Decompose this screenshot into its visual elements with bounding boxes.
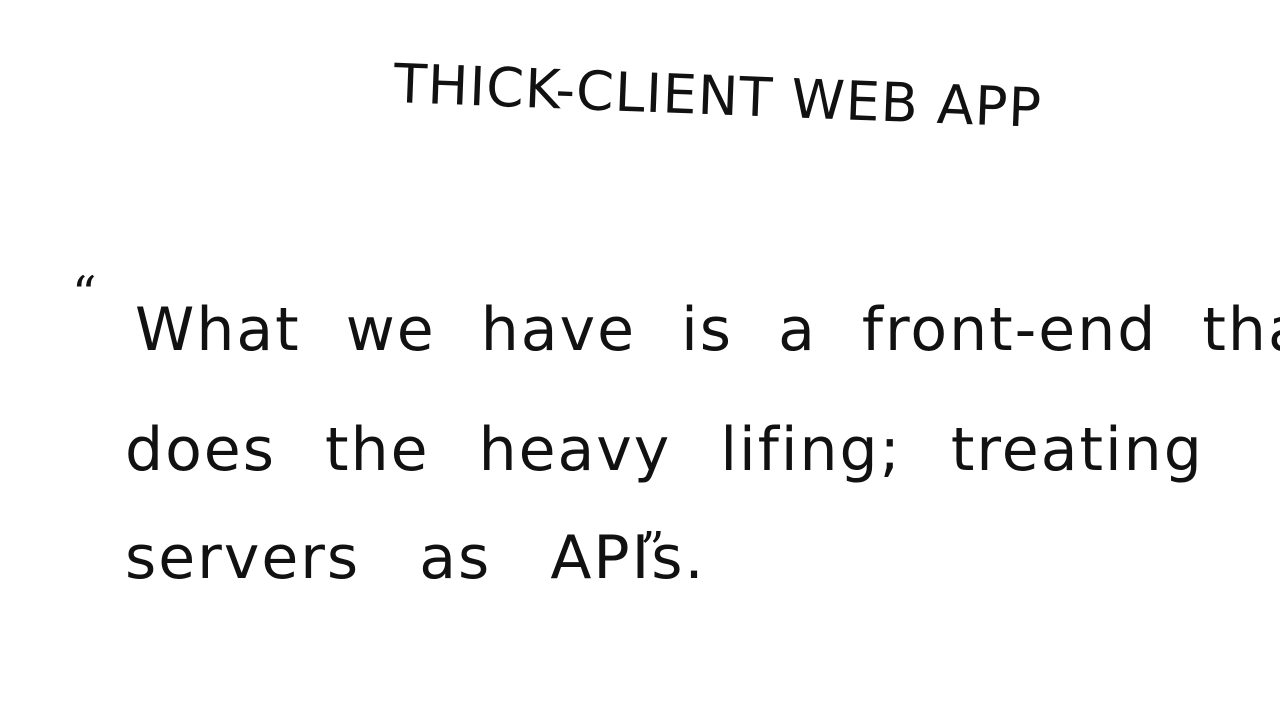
open-quote-mark: “: [72, 266, 97, 322]
quote-line-1: What we have is a front-end that: [135, 295, 1280, 365]
page-title: THICK-CLIENT WEB APP: [392, 52, 1044, 140]
quote-line-2: does the heavy lifing; treating: [125, 415, 1204, 485]
quote-line-3: servers as APIs.: [125, 523, 706, 593]
close-quote-mark: ”: [640, 522, 665, 578]
